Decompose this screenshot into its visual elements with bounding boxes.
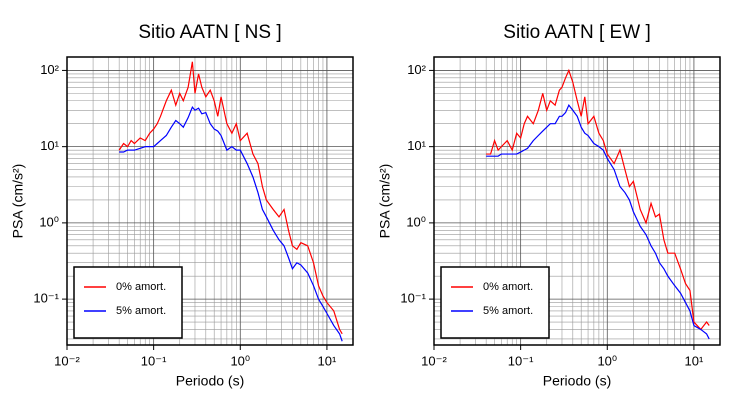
legend-label: 0% amort.: [483, 281, 533, 293]
y-tick-label: 10²: [407, 62, 426, 77]
y-axis-label: PSA (cm/s²): [377, 164, 393, 239]
data-line: [486, 104, 710, 340]
legend-box: [440, 266, 550, 339]
y-tick-label: 10⁰: [406, 214, 426, 229]
y-axis-label: PSA (cm/s²): [10, 164, 26, 239]
x-tick-label: 10⁻²: [421, 353, 447, 368]
x-tick-label: 10⁻¹: [141, 353, 167, 368]
legend-label: 5% amort.: [483, 305, 533, 317]
y-tick-label: 10²: [40, 62, 59, 77]
legend-label: 0% amort.: [116, 281, 166, 293]
y-tick-label: 10¹: [40, 138, 59, 153]
x-axis-label: Periodo (s): [176, 373, 244, 389]
x-tick-label: 10⁻²: [54, 353, 80, 368]
y-tick-label: 10⁻¹: [400, 291, 426, 306]
legend-box: [73, 266, 183, 339]
chart-title: Sitio AATN [ EW ]: [503, 22, 650, 43]
x-tick-label: 10⁻¹: [508, 353, 534, 368]
x-tick-label: 10¹: [685, 353, 704, 368]
x-tick-label: 10⁰: [230, 353, 250, 368]
data-line: [118, 61, 343, 335]
data-line: [119, 105, 343, 342]
plot-frame: [66, 56, 354, 346]
x-tick-label: 10¹: [318, 353, 337, 368]
x-tick-label: 10⁰: [597, 353, 617, 368]
chart-title: Sitio AATN [ NS ]: [138, 22, 281, 43]
data-line: [486, 68, 710, 331]
y-tick-label: 10¹: [407, 138, 426, 153]
y-tick-label: 10⁻¹: [33, 291, 59, 306]
plot-frame: [433, 56, 721, 346]
x-axis-label: Periodo (s): [543, 373, 611, 389]
y-tick-label: 10⁰: [39, 214, 59, 229]
legend-label: 5% amort.: [116, 305, 166, 317]
